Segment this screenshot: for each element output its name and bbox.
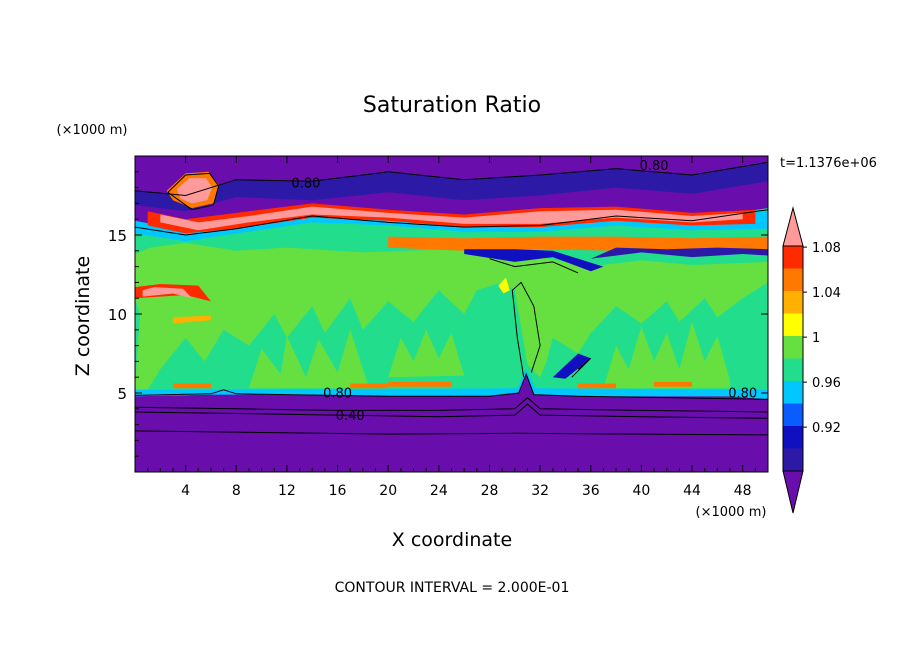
colorbar-swatch bbox=[783, 381, 803, 404]
x-tick-label: 32 bbox=[531, 483, 549, 499]
field-region-11 bbox=[160, 206, 743, 231]
x-axis: 4 8 12 16 20 24 28 32 36 40 44 48 bbox=[147, 156, 756, 499]
field-region-1 bbox=[135, 242, 768, 390]
field-region-16 bbox=[552, 353, 591, 379]
field-region-20 bbox=[173, 315, 211, 324]
contour-line-5 bbox=[134, 161, 769, 197]
x-tick-label: 12 bbox=[278, 483, 296, 499]
colorbar-label: 0.92 bbox=[812, 421, 841, 436]
field-region-21 bbox=[173, 383, 211, 389]
field-region-25 bbox=[388, 381, 452, 387]
contour-labels: 0.80 0.80 0.80 0.40 0.80 bbox=[291, 159, 757, 424]
contour-interval-note: CONTOUR INTERVAL = 2.000E-01 bbox=[335, 580, 570, 596]
field-region-8 bbox=[135, 156, 768, 196]
y-axis: 5 10 15 bbox=[108, 171, 768, 457]
colorbar-top-arrow bbox=[782, 206, 804, 247]
field-region-17 bbox=[464, 249, 604, 272]
x-tick-label: 16 bbox=[329, 483, 347, 499]
x-tick-label: 48 bbox=[734, 483, 752, 499]
field-region-23 bbox=[578, 383, 617, 389]
contour-lines bbox=[134, 161, 769, 436]
field-region-0 bbox=[135, 374, 768, 472]
contour-label: 0.80 bbox=[291, 177, 320, 192]
colorbar-swatch bbox=[783, 313, 803, 336]
y-tick-label: 5 bbox=[117, 385, 127, 403]
field-region-4 bbox=[388, 329, 465, 378]
field-region-2 bbox=[603, 321, 730, 389]
colorbar-bottom-arrow bbox=[782, 470, 804, 514]
x-tick-label: 36 bbox=[582, 483, 600, 499]
x-tick-label: 8 bbox=[232, 483, 241, 499]
contour-label: 0.80 bbox=[640, 159, 669, 174]
y-tick-label: 15 bbox=[108, 227, 127, 245]
contour-line-0 bbox=[134, 403, 769, 419]
chart-title: Saturation Ratio bbox=[363, 93, 541, 118]
x-tick-label: 4 bbox=[181, 483, 190, 499]
field-region-24 bbox=[654, 381, 692, 387]
time-label: t=1.1376e+06 bbox=[780, 156, 877, 171]
y-axis-label: Z coordinate bbox=[72, 256, 94, 376]
contour-label: 0.40 bbox=[336, 409, 365, 424]
x-tick-label: 24 bbox=[430, 483, 448, 499]
x-unit-label: (×1000 m) bbox=[696, 505, 767, 520]
contour-line-4 bbox=[134, 209, 769, 236]
contour-line-2 bbox=[134, 430, 769, 436]
x-tick-label: 44 bbox=[683, 483, 701, 499]
contour-label: 0.80 bbox=[728, 387, 757, 402]
colorbar-swatch bbox=[783, 246, 803, 269]
x-tick-label: 28 bbox=[481, 483, 499, 499]
colorbar-swatch bbox=[783, 336, 803, 359]
x-tick-label: 20 bbox=[379, 483, 397, 499]
field-region-5 bbox=[498, 277, 510, 294]
field-region-3 bbox=[248, 329, 370, 389]
contour-line-6 bbox=[167, 172, 220, 211]
colorbar-label: 1 bbox=[812, 331, 820, 346]
field-region-26 bbox=[135, 369, 768, 400]
contour-line-9 bbox=[489, 258, 579, 274]
contour-line-8 bbox=[571, 357, 592, 378]
colorbar-label: 0.96 bbox=[812, 376, 841, 391]
colorbar-swatch bbox=[783, 268, 803, 291]
colorbar-frame bbox=[782, 245, 804, 472]
colorbar-swatch bbox=[783, 358, 803, 381]
x-axis-label: X coordinate bbox=[392, 529, 512, 551]
y-unit-label: (×1000 m) bbox=[57, 123, 128, 138]
contour-label: 0.80 bbox=[323, 387, 352, 402]
colorbar-swatch bbox=[783, 291, 803, 314]
colorbar-label: 1.08 bbox=[812, 241, 841, 256]
contour-line-7 bbox=[511, 281, 541, 378]
colorbar: 0.92 0.96 1 1.04 1.08 bbox=[782, 206, 841, 514]
colorbar-label: 1.04 bbox=[812, 286, 841, 301]
contour-line-3 bbox=[134, 372, 769, 400]
field-region-13 bbox=[176, 178, 213, 204]
y-tick-label: 10 bbox=[108, 306, 127, 324]
field-region-22 bbox=[350, 383, 389, 389]
x-tick-label: 40 bbox=[632, 483, 650, 499]
colorbar-swatch bbox=[783, 448, 803, 471]
field-region-19 bbox=[142, 287, 192, 299]
colorbar-swatch bbox=[783, 426, 803, 449]
field-region-15 bbox=[590, 247, 768, 259]
contour-line-1 bbox=[134, 397, 769, 413]
plot-area bbox=[135, 156, 768, 472]
colorbar-swatch bbox=[783, 403, 803, 426]
field-region-14 bbox=[388, 236, 768, 251]
